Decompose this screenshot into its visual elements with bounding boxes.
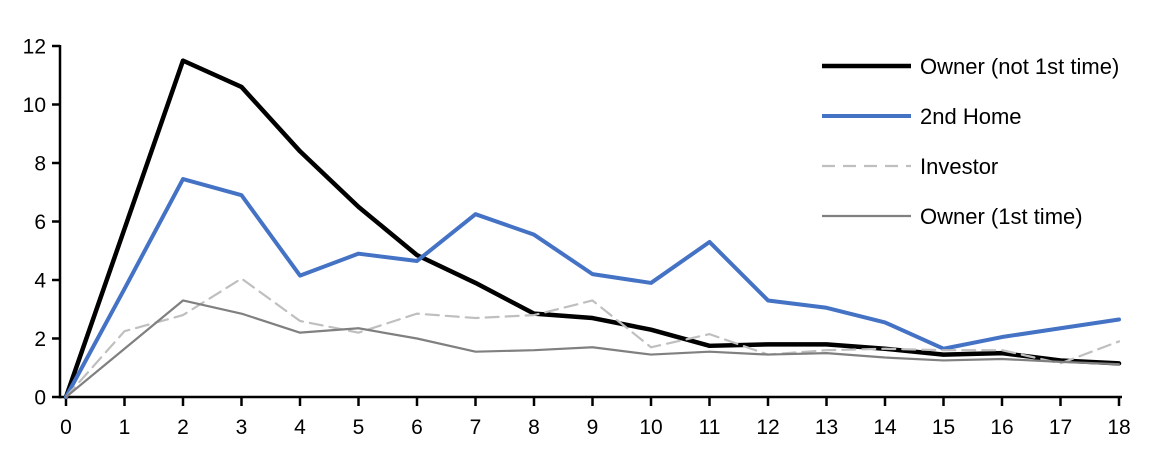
x-tick-label: 2 <box>177 416 189 439</box>
y-tick-label: 6 <box>34 211 46 234</box>
x-tick-label: 5 <box>353 416 365 439</box>
legend-item-owner-1st-time: Owner (1st time) <box>822 204 1083 229</box>
y-tick-label: 10 <box>23 94 46 117</box>
legend-label-2nd-home: 2nd Home <box>920 104 1022 129</box>
series-owner-not-1st-time <box>63 58 1122 400</box>
legend-item-owner-not-1st-time: Owner (not 1st time) <box>822 54 1119 79</box>
x-tick-label: 14 <box>873 416 897 439</box>
x-tick-label: 4 <box>294 416 306 439</box>
series-owner-1st-time <box>64 299 1121 399</box>
x-tick-label: 16 <box>990 416 1013 439</box>
legend-label-investor: Investor <box>920 154 998 179</box>
x-tick-label: 9 <box>587 416 599 439</box>
legend-item-2nd-home: 2nd Home <box>822 104 1022 129</box>
legend-item-investor: Investor <box>822 154 998 179</box>
x-tick-label: 7 <box>470 416 482 439</box>
y-tick-label: 0 <box>34 387 46 410</box>
x-tick-label: 17 <box>1049 416 1072 439</box>
x-tick-label: 18 <box>1107 416 1130 439</box>
x-tick-label: 15 <box>932 416 955 439</box>
y-tick-label: 2 <box>34 328 46 351</box>
series-lines <box>63 58 1122 400</box>
legend: Owner (not 1st time) 2nd Home Investor Owne… <box>822 54 1119 229</box>
y-tick-label: 12 <box>23 36 46 59</box>
y-tick-label: 4 <box>34 270 46 293</box>
series-investor <box>64 277 1121 399</box>
x-tick-label: 0 <box>60 416 72 439</box>
x-tick-label: 11 <box>699 416 721 439</box>
series-2nd-home <box>64 177 1121 399</box>
x-tick-label: 8 <box>528 416 540 439</box>
legend-label-owner-not-1st-time: Owner (not 1st time) <box>920 54 1119 79</box>
legend-label-owner-1st-time: Owner (1st time) <box>920 204 1083 229</box>
x-tick-label: 12 <box>756 416 779 439</box>
x-tick-label: 1 <box>119 416 131 439</box>
x-tick-label: 13 <box>815 416 838 439</box>
y-tick-label: 8 <box>34 153 46 176</box>
x-tick-label: 3 <box>236 416 248 439</box>
x-tick-label: 10 <box>639 416 662 439</box>
x-tick-label: 6 <box>411 416 423 439</box>
